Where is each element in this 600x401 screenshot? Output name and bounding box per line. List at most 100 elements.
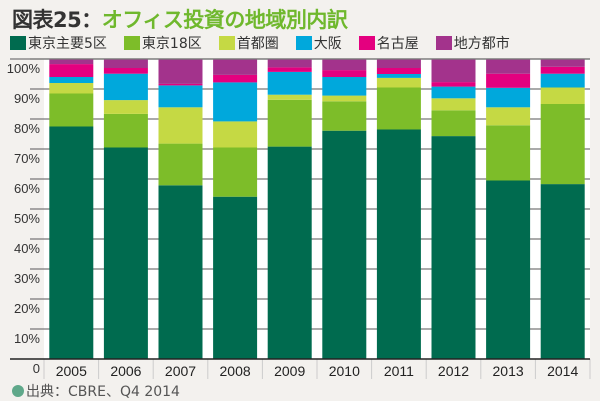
y-tick-label: 80% <box>14 121 40 136</box>
legend-swatch <box>123 36 140 50</box>
bar-segment <box>49 83 94 94</box>
y-tick-label: 50% <box>14 211 40 226</box>
bar-segment <box>267 59 312 68</box>
bar-segment <box>49 77 94 83</box>
bar-segment <box>486 59 531 74</box>
legend-item: 首都圏 <box>218 33 279 53</box>
bar-segment <box>322 77 367 96</box>
y-tick-label: 10% <box>14 331 40 346</box>
bar-segment <box>49 126 94 359</box>
bar-segment <box>486 180 531 359</box>
figure-number: 図表25： <box>12 8 102 32</box>
legend-swatch <box>218 36 235 50</box>
x-tick-label: 2005 <box>56 363 87 379</box>
y-tick-label: 70% <box>14 151 40 166</box>
legend-item: 地方都市 <box>435 33 510 53</box>
legend-label: 東京主要5区 <box>28 36 107 52</box>
bar-segment <box>103 113 148 148</box>
x-tick-label: 2011 <box>384 363 414 379</box>
legend-item: 東京主要5区 <box>10 33 107 53</box>
bar-segment <box>267 67 312 72</box>
bar-segment <box>486 73 531 88</box>
legend-swatch <box>358 36 375 50</box>
x-tick-label: 2007 <box>165 363 196 379</box>
bar-segment <box>158 107 203 144</box>
bar-segment <box>213 82 258 122</box>
bar-segment <box>103 100 148 114</box>
bar-segment <box>158 85 203 108</box>
bar-segment <box>431 82 476 87</box>
y-tick-label: 0 <box>33 361 40 376</box>
bar-segment <box>376 59 421 68</box>
bar-segment <box>322 70 367 77</box>
x-tick-label: 2014 <box>547 363 578 379</box>
bar-segment <box>431 98 476 111</box>
bar-segment <box>267 99 312 147</box>
bar-segment <box>486 107 531 126</box>
bar-segment <box>376 68 421 74</box>
bar-segment <box>540 104 585 185</box>
axis-area <box>0 59 44 381</box>
bar-segment <box>486 125 531 181</box>
x-tick-label: 2008 <box>220 363 251 379</box>
bar-segment <box>158 143 203 186</box>
bar-segment <box>267 146 312 359</box>
legend-label: 地方都市 <box>453 36 510 52</box>
bar-segment <box>103 59 148 68</box>
bar-segment <box>540 59 585 67</box>
legend-swatch <box>295 36 312 50</box>
bar-segment <box>213 121 258 148</box>
x-tick-label: 2012 <box>438 363 469 379</box>
y-tick-label: 20% <box>14 301 40 316</box>
bar-segment <box>540 73 585 88</box>
bar-segment <box>158 59 203 84</box>
legend-label: 名古屋 <box>376 36 419 52</box>
x-tick-label: 2009 <box>274 363 305 379</box>
bar-segment <box>158 185 203 359</box>
legend-label: 東京18区 <box>141 36 202 52</box>
y-tick-label: 100% <box>7 61 41 76</box>
bar-segment <box>158 83 203 86</box>
bar-segment <box>267 94 312 100</box>
bar-segment <box>322 95 367 102</box>
legend-item: 名古屋 <box>358 33 419 53</box>
bar-segment <box>103 68 148 74</box>
bar-segment <box>376 129 421 359</box>
bar-segment <box>431 59 476 83</box>
bar-segment <box>213 59 258 75</box>
x-tick-label: 2006 <box>110 363 141 379</box>
bar-segment <box>322 130 367 359</box>
bar-segment <box>376 77 421 88</box>
bar-segment <box>540 66 585 74</box>
chart-title: 図表25：オフィス投資の地域別内訳 <box>12 4 348 34</box>
bar-segment <box>431 86 476 99</box>
y-tick-label: 90% <box>14 91 40 106</box>
legend-item: 東京18区 <box>123 33 202 53</box>
legend-swatch <box>435 36 452 50</box>
bar-segment <box>267 71 312 95</box>
bar-segment <box>49 64 94 77</box>
bar-segment <box>49 59 94 65</box>
source-note: 出典：CBRE、Q4 2014 <box>12 381 180 401</box>
source-text: 出典：CBRE、Q4 2014 <box>26 384 180 400</box>
bar-segment <box>540 87 585 104</box>
legend-label: 首都圏 <box>236 36 279 52</box>
x-tick-label: 2013 <box>493 363 524 379</box>
bar-segment <box>49 93 94 127</box>
y-tick-label: 30% <box>14 271 40 286</box>
bar-segment <box>376 74 421 78</box>
bar-segment <box>540 184 585 359</box>
bar-segment <box>103 147 148 359</box>
legend-label: 大阪 <box>313 36 342 52</box>
legend-swatch <box>10 36 26 50</box>
bullet-icon <box>12 385 24 397</box>
bar-segment <box>213 196 258 359</box>
bar-segment <box>486 87 531 108</box>
legend: 東京主要5区 東京18区 首都圏 大阪 名古屋 地方都市 <box>10 33 527 53</box>
bar-segment <box>322 101 367 131</box>
bar-segment <box>431 110 476 137</box>
bar-segment <box>322 59 367 71</box>
legend-item: 大阪 <box>295 33 342 53</box>
y-tick-label: 40% <box>14 241 40 256</box>
